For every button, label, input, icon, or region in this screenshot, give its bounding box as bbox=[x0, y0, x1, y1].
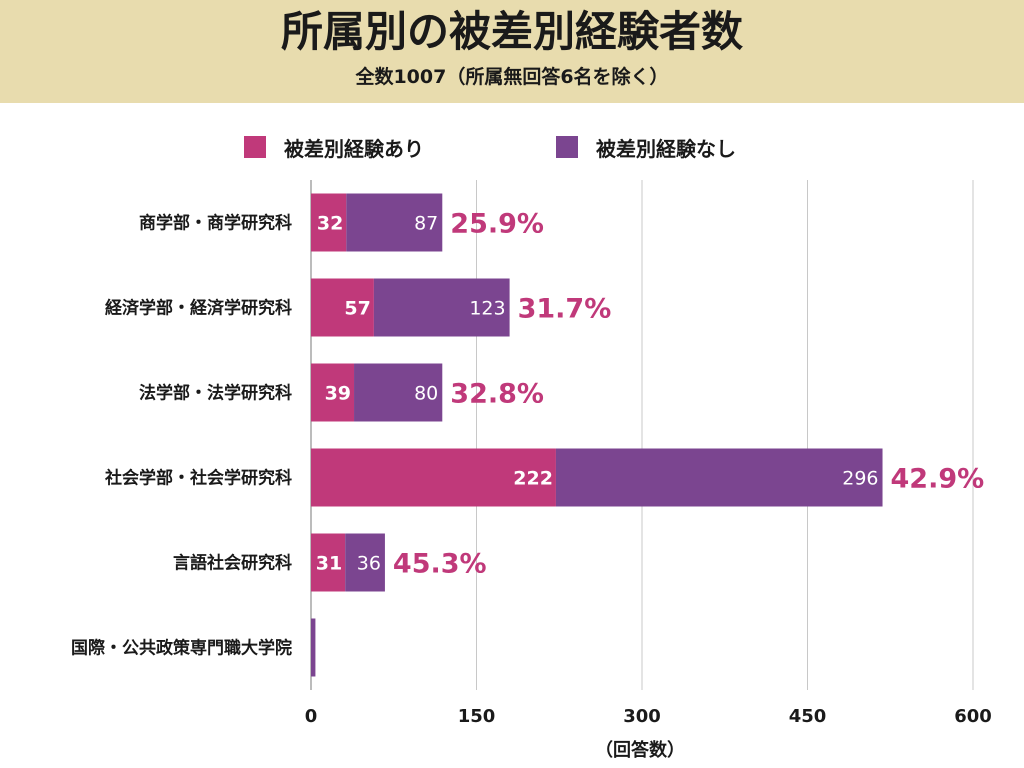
bar-without-discrimination bbox=[354, 363, 443, 422]
chart-subtitle: 全数1007（所属無回答6名を除く） bbox=[355, 66, 669, 88]
legend-swatch-without-discrimination bbox=[556, 136, 578, 158]
legend-item-with-discrimination: 被差別経験あり bbox=[244, 132, 424, 162]
x-tick-label: 300 bbox=[623, 706, 661, 727]
bar-without-discrimination bbox=[311, 618, 316, 677]
header-banner: 所属別の被差別経験者数 全数1007（所属無回答6名を除く） bbox=[0, 0, 1024, 103]
bar-with-discrimination bbox=[311, 448, 556, 507]
bar-without-discrimination bbox=[346, 193, 443, 252]
bar-without-discrimination bbox=[373, 278, 510, 337]
legend-swatch-with-discrimination bbox=[244, 136, 266, 158]
percent-label: 25.9% bbox=[450, 209, 544, 240]
percent-label: 42.9% bbox=[891, 464, 985, 495]
value-label-with-discrimination: 57 bbox=[344, 298, 370, 320]
bar-without-discrimination bbox=[555, 448, 883, 507]
value-label-without-discrimination: 80 bbox=[414, 383, 438, 405]
category-label: 国際・公共政策専門職大学院 bbox=[71, 638, 292, 659]
legend-label-with-discrimination: 被差別経験あり bbox=[284, 136, 424, 161]
percent-label: 45.3% bbox=[393, 549, 487, 580]
x-axis-title: （回答数） bbox=[595, 740, 685, 761]
bar-with-discrimination bbox=[311, 278, 374, 337]
x-tick-label: 150 bbox=[458, 706, 496, 727]
bar-with-discrimination bbox=[311, 533, 346, 592]
value-label-without-discrimination: 87 bbox=[414, 213, 438, 235]
chart-title: 所属別の被差別経験者数 bbox=[280, 7, 743, 56]
value-label-with-discrimination: 31 bbox=[316, 553, 342, 575]
legend-item-without-discrimination: 被差別経験なし bbox=[556, 132, 736, 162]
category-label: 経済学部・経済学研究科 bbox=[105, 298, 292, 319]
category-label: 法学部・法学研究科 bbox=[139, 383, 292, 404]
bar-with-discrimination bbox=[311, 363, 355, 422]
category-label: 社会学部・社会学研究科 bbox=[104, 468, 292, 489]
value-label-with-discrimination: 32 bbox=[317, 213, 343, 235]
percent-label: 31.7% bbox=[518, 294, 612, 325]
x-tick-label: 0 bbox=[305, 706, 318, 727]
x-tick-label: 600 bbox=[954, 706, 992, 727]
bar-with-discrimination bbox=[311, 193, 347, 252]
value-label-with-discrimination: 222 bbox=[513, 468, 553, 490]
category-label: 商学部・商学研究科 bbox=[139, 213, 292, 234]
category-label: 言語社会研究科 bbox=[173, 553, 292, 574]
value-label-without-discrimination: 123 bbox=[469, 298, 505, 320]
legend-label-without-discrimination: 被差別経験なし bbox=[596, 136, 736, 161]
bar-without-discrimination bbox=[345, 533, 385, 592]
value-label-with-discrimination: 39 bbox=[325, 383, 351, 405]
percent-label: 32.8% bbox=[450, 379, 544, 410]
value-label-without-discrimination: 36 bbox=[357, 553, 381, 575]
x-tick-label: 450 bbox=[789, 706, 827, 727]
value-label-without-discrimination: 296 bbox=[842, 468, 878, 490]
